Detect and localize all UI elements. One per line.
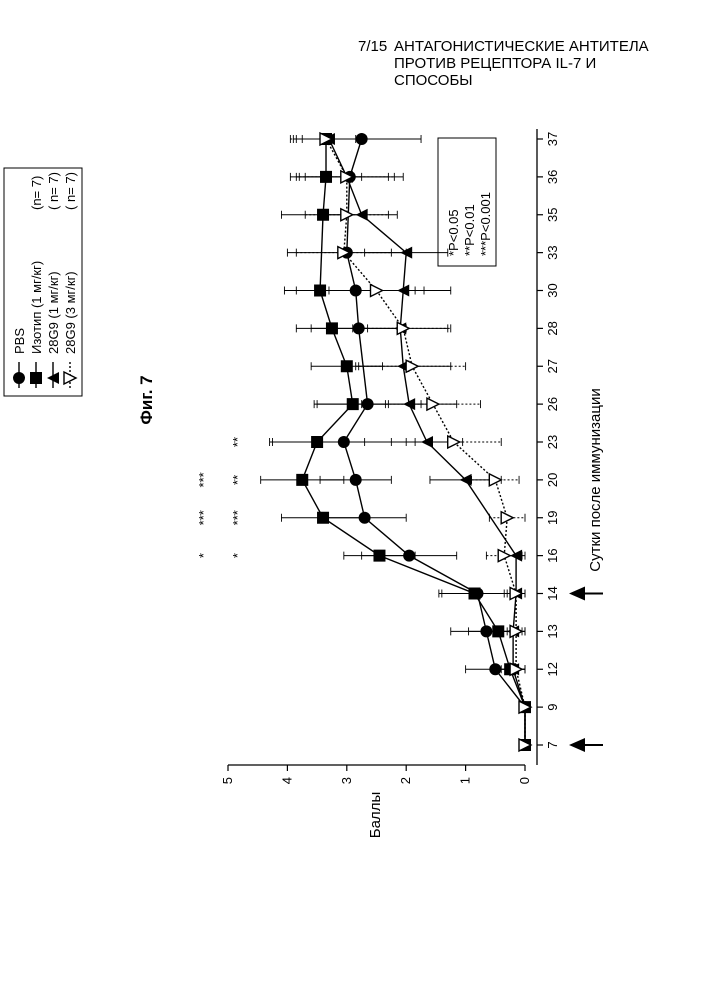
x-tick-label: 26 [545, 397, 560, 411]
x-tick-label: 9 [545, 704, 560, 711]
x-tick-label: 7 [545, 741, 560, 748]
legend-label: 28G9 (1 мг/кг) [46, 271, 61, 354]
y-axis-title: Баллы [367, 792, 384, 838]
legend-n-label: (n= 7) [29, 176, 44, 210]
significance-mark: * [196, 553, 211, 558]
significance-mark: ** [230, 437, 245, 447]
data-point [326, 322, 338, 334]
data-point [469, 588, 481, 600]
significance-mark: *** [196, 472, 211, 487]
significance-mark: *** [230, 510, 245, 525]
data-point [406, 360, 418, 372]
x-tick-label: 19 [545, 511, 560, 525]
x-tick-label: 27 [545, 359, 560, 373]
figure-label: Фиг. 7 [137, 375, 156, 424]
significance-mark: ** [230, 475, 245, 485]
data-point [427, 398, 439, 410]
legend-label: PBS [12, 328, 27, 354]
data-point [30, 372, 42, 384]
y-tick-label: 5 [220, 777, 235, 784]
significance-mark: * [230, 553, 245, 558]
data-point [311, 436, 323, 448]
stat-legend-item: **P<0.01 [462, 204, 477, 256]
data-point [347, 398, 359, 410]
legend-n-label: ( n= 7) [63, 172, 78, 210]
y-tick-label: 4 [279, 777, 294, 784]
data-point [501, 512, 513, 524]
x-tick-label: 35 [545, 208, 560, 222]
y-tick-label: 1 [458, 777, 473, 784]
x-tick-label: 33 [545, 245, 560, 259]
data-point [13, 372, 25, 384]
x-tick-label: 14 [545, 586, 560, 600]
data-point [341, 360, 353, 372]
significance-legend: *P<0.05**P<0.01***P<0.001 [438, 138, 496, 266]
y-tick-label: 2 [398, 777, 413, 784]
immunization-arrow [569, 738, 585, 752]
immunization-arrow [569, 587, 585, 601]
data-point [489, 474, 501, 486]
data-point [317, 512, 329, 524]
x-tick-label: 37 [545, 132, 560, 146]
stat-legend-item: *P<0.05 [446, 209, 461, 256]
data-point [314, 285, 326, 297]
x-tick-label: 30 [545, 283, 560, 297]
y-tick-label: 3 [339, 777, 354, 784]
data-point [296, 474, 308, 486]
series-legend: PBSИзотип (1 мг/кг) (n= 7) 28G9 (1 мг/кг) (… [4, 168, 82, 396]
legend-label: 28G9 (3 мг/кг) [63, 271, 78, 354]
stat-legend-item: ***P<0.001 [478, 192, 493, 256]
data-point [350, 474, 362, 486]
data-point [373, 550, 385, 562]
data-point [371, 285, 383, 297]
x-tick-label: 36 [545, 170, 560, 184]
x-tick-label: 16 [545, 548, 560, 562]
x-axis-title: Сутки после иммунизации [587, 388, 604, 571]
x-tick-label: 20 [545, 473, 560, 487]
legend-label: Изотип (1 мг/кг) [29, 261, 44, 354]
x-tick-label: 23 [545, 435, 560, 449]
x-tick-label: 12 [545, 662, 560, 676]
y-tick-label: 0 [517, 777, 532, 784]
significance-mark: *** [196, 510, 211, 525]
legend-n-label: ( n= 7) [46, 172, 61, 210]
x-tick-label: 28 [545, 321, 560, 335]
x-tick-label: 13 [545, 624, 560, 638]
